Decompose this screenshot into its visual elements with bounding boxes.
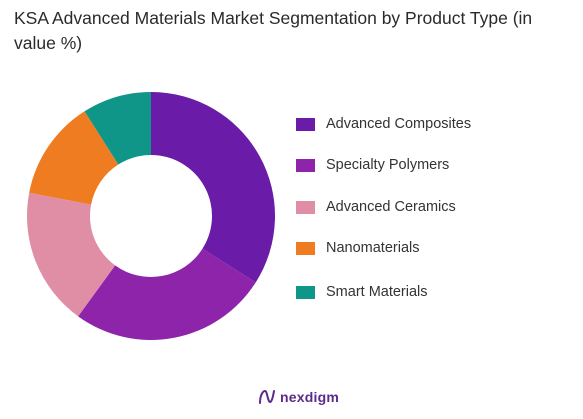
nexdigm-logo-icon (259, 389, 275, 404)
legend-label: Specialty Polymers (326, 157, 450, 173)
legend-swatch (296, 241, 315, 255)
legend-swatch (296, 200, 315, 214)
donut-slice-smart-materials (84, 92, 151, 165)
legend-item: Advanced Ceramics (296, 197, 456, 217)
chart-title: KSA Advanced Materials Market Segmentati… (14, 8, 533, 53)
legend-label: Smart Materials (326, 284, 428, 300)
legend-item: Advanced Composites (296, 114, 471, 134)
brand-name: nexdigm (280, 389, 339, 405)
donut-slice-specialty-polymers (78, 248, 256, 340)
donut-slice-nanomaterials (29, 111, 119, 205)
legend-swatch (296, 285, 315, 299)
legend-label: Advanced Ceramics (326, 199, 456, 215)
legend-swatch (296, 158, 315, 172)
legend-item: Specialty Polymers (296, 155, 449, 175)
donut-slice-advanced-composites (151, 92, 275, 283)
legend-item: Smart Materials (296, 282, 428, 302)
brand-logo: nexdigm (258, 389, 339, 405)
legend-swatch (296, 117, 315, 131)
legend-item: Nanomaterials (296, 238, 420, 258)
legend-label: Advanced Composites (326, 116, 472, 132)
donut-slice-advanced-ceramics (27, 192, 116, 317)
legend-label: Nanomaterials (326, 240, 420, 256)
